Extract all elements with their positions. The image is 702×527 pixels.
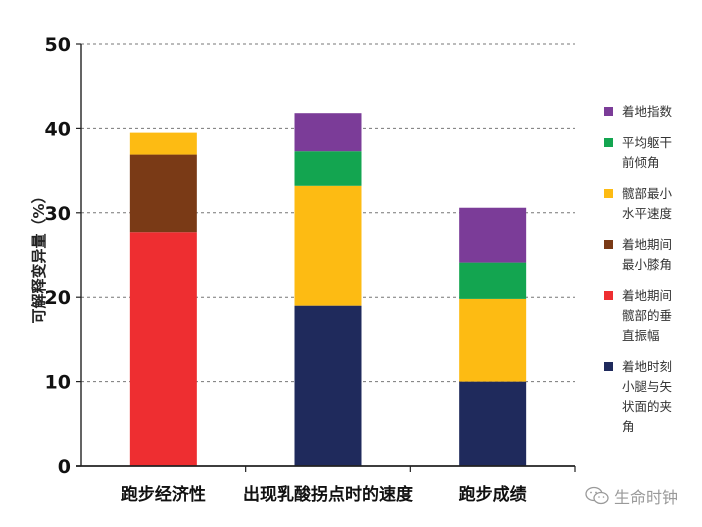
- legend-label: 平均躯干 前倾角: [622, 135, 673, 170]
- bar-stack: [459, 207, 527, 466]
- legend-swatch-icon: [604, 291, 613, 300]
- legend-item: 着地期间 最小膝角: [600, 235, 700, 275]
- bars: [129, 113, 527, 466]
- legend-swatch-icon: [604, 362, 613, 371]
- legend-swatch-icon: [604, 138, 613, 147]
- legend-swatch-icon: [604, 240, 613, 249]
- legend-item: 着地指数: [600, 102, 700, 122]
- bar-stack: [129, 132, 197, 466]
- bar-stack: [294, 113, 362, 466]
- bar-segment: [459, 381, 527, 466]
- y-tick-label: 10: [45, 372, 71, 394]
- legend-item: 着地时刻 小腿与矢 状面的夹 角: [600, 357, 700, 437]
- legend-label: 着地期间 最小膝角: [622, 237, 673, 272]
- x-category-labels: 跑步经济性 出现乳酸拐点时的速度 跑步成绩: [121, 484, 527, 505]
- bar-segment: [294, 151, 362, 186]
- legend-swatch-icon: [604, 189, 613, 198]
- legend-label: 髋部最小 水平速度: [622, 186, 673, 221]
- legend-item: 着地期间 髋部的垂 直振幅: [600, 286, 700, 346]
- bar-segment: [459, 262, 527, 299]
- y-tick-label: 0: [58, 456, 71, 478]
- y-tick-label: 20: [45, 287, 71, 309]
- x-category-label: 跑步经济性: [121, 484, 206, 505]
- y-tick-label: 40: [45, 118, 71, 140]
- legend-swatch-icon: [604, 107, 613, 116]
- wechat-icon: [585, 486, 609, 505]
- legend-item: 平均躯干 前倾角: [600, 133, 700, 173]
- bar-segment: [129, 132, 197, 155]
- legend-item: 髋部最小 水平速度: [600, 184, 700, 224]
- legend-label: 着地时刻 小腿与矢 状面的夹 角: [622, 359, 673, 434]
- watermark-text: 生命时钟: [614, 488, 679, 507]
- bar-segment: [294, 185, 362, 306]
- bar-segment: [294, 305, 362, 466]
- legend-label: 着地指数: [622, 104, 673, 119]
- bar-segment: [294, 113, 362, 152]
- y-tick-label: 50: [45, 34, 71, 56]
- bar-segment: [129, 154, 197, 233]
- y-axis-label: 可解释变异量（%）: [30, 188, 48, 323]
- axes: [76, 43, 576, 472]
- legend-label: 着地期间 髋部的垂 直振幅: [622, 288, 673, 343]
- watermark: 生命时钟: [584, 484, 678, 508]
- bar-segment: [459, 298, 527, 382]
- bar-segment: [129, 232, 197, 466]
- bar-segment: [459, 207, 527, 263]
- y-tick-labels: 0 10 20 30 40 50: [45, 34, 71, 478]
- x-category-label: 出现乳酸拐点时的速度: [243, 484, 414, 505]
- x-category-label: 跑步成绩: [459, 484, 527, 505]
- y-tick-label: 30: [45, 203, 71, 225]
- legend: 着地指数平均躯干 前倾角 髋部最小 水平速度 着地期间 最小膝角着地期间 髋部的垂 …: [600, 102, 700, 448]
